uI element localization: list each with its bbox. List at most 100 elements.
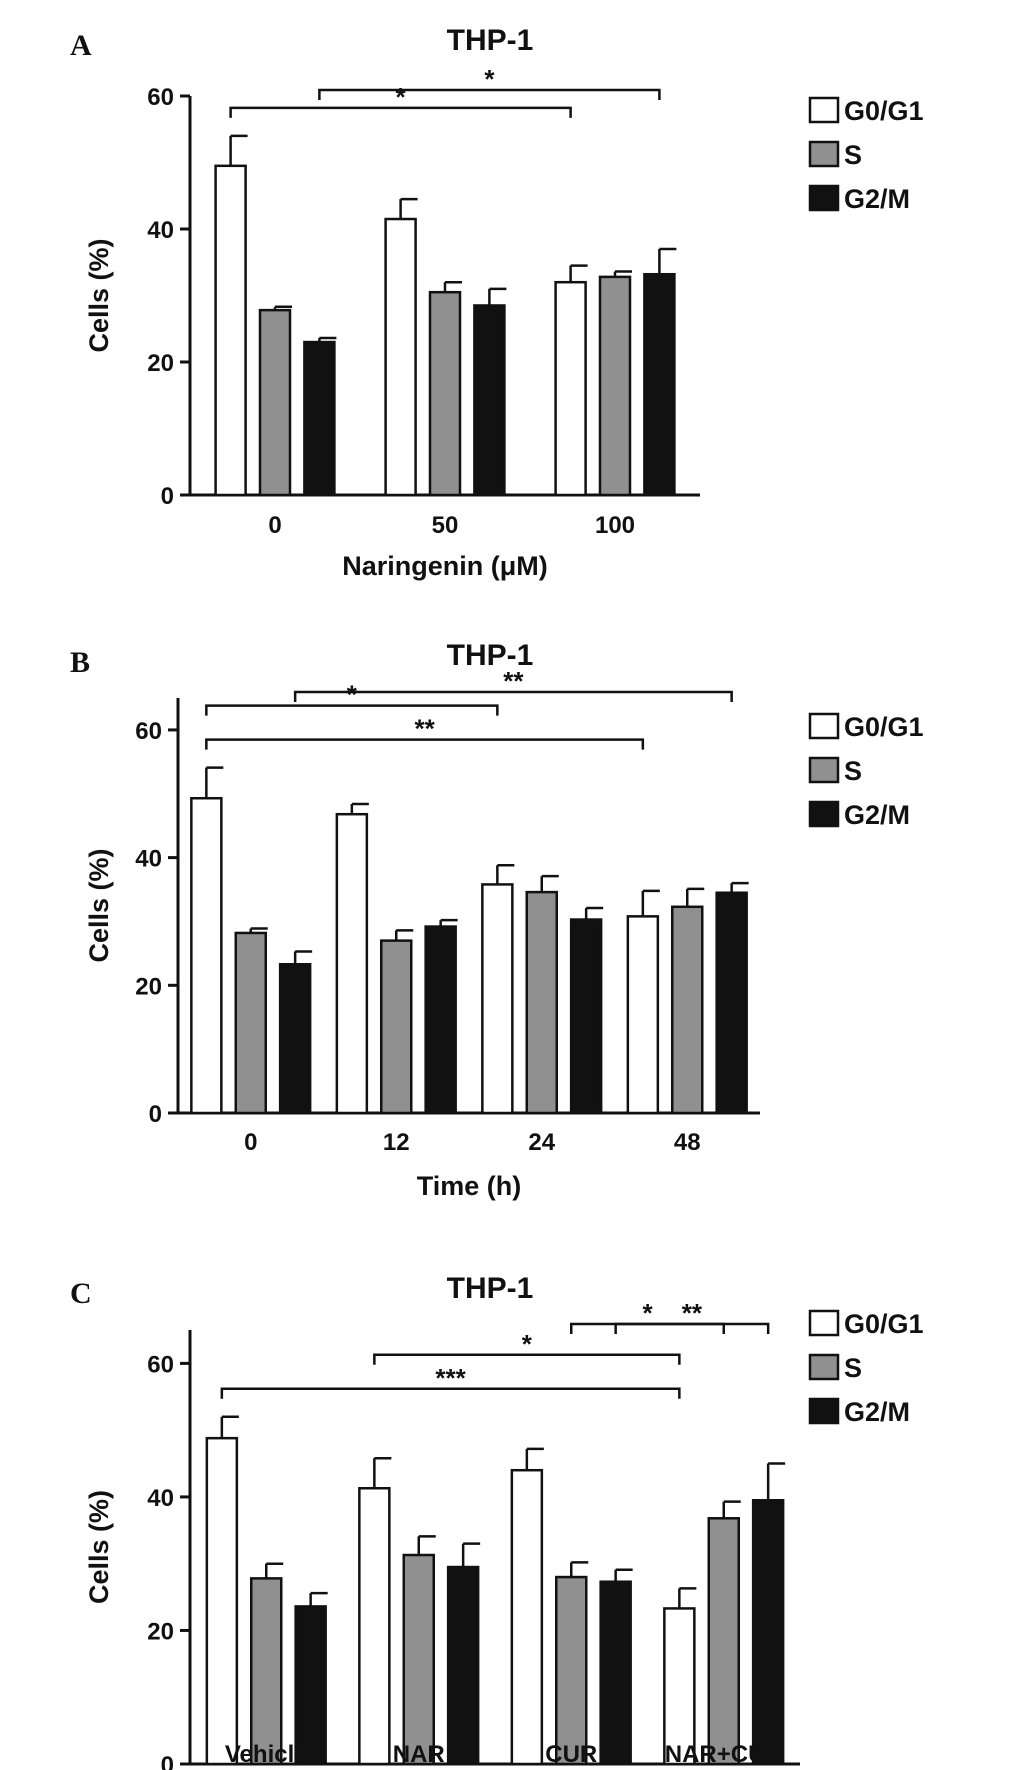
bar-g2m-1 bbox=[446, 1565, 480, 1766]
legend-label: G0/G1 bbox=[844, 96, 924, 126]
x-tick-label: 12 bbox=[383, 1129, 410, 1156]
bar-s-2 bbox=[555, 1575, 588, 1766]
chart-panel-A: A THP-1 0 20 40 60 Cells (%) 0 50 100 Naringenin (… bbox=[70, 24, 924, 581]
significance-bracket: * bbox=[373, 1329, 681, 1365]
x-tick-label: NAR+CUR bbox=[665, 1741, 783, 1768]
bar-g2m-0 bbox=[278, 962, 312, 1115]
significance-line bbox=[293, 690, 733, 702]
legend-swatch bbox=[808, 1309, 840, 1337]
legend-swatch bbox=[808, 1353, 840, 1381]
y-tick-label: 0 bbox=[161, 483, 174, 510]
legend: G0/G1 S G2/M bbox=[808, 1309, 924, 1427]
bar-g0g1-2 bbox=[481, 883, 514, 1115]
significance-bracket: ** bbox=[205, 714, 645, 750]
legend-label: S bbox=[844, 1353, 862, 1383]
significance-line bbox=[570, 1322, 725, 1334]
bar-g2m-0 bbox=[303, 340, 336, 497]
significance-label: * bbox=[484, 64, 495, 94]
y-axis-label: Cells (%) bbox=[84, 238, 114, 352]
chart-title: THP-1 bbox=[447, 1272, 534, 1305]
y-tick-label: 0 bbox=[161, 1752, 174, 1770]
bar-g0g1-1 bbox=[384, 217, 417, 497]
panel-label: A bbox=[70, 29, 92, 62]
legend-label: G2/M bbox=[844, 184, 910, 214]
bar-s-1 bbox=[428, 290, 462, 497]
chart-title: THP-1 bbox=[447, 639, 534, 672]
bar-s-0 bbox=[258, 308, 292, 497]
legend-swatch bbox=[808, 756, 840, 784]
legend-label: G2/M bbox=[844, 800, 910, 830]
significance-label: ** bbox=[414, 714, 435, 744]
x-tick-label: 48 bbox=[674, 1129, 701, 1156]
bar-g2m-2 bbox=[643, 272, 676, 497]
bar-g2m-1 bbox=[424, 925, 457, 1115]
significance-bracket: * bbox=[570, 1298, 725, 1334]
significance-label: ** bbox=[503, 666, 524, 696]
legend-swatch bbox=[808, 800, 840, 828]
bar-g0g1-3 bbox=[663, 1607, 696, 1766]
bar-g0g1-1 bbox=[335, 812, 369, 1115]
x-tick-label: NAR bbox=[393, 1741, 445, 1768]
y-tick-label: 20 bbox=[147, 1618, 174, 1645]
significance-line bbox=[205, 704, 499, 716]
bar-s-3 bbox=[707, 1517, 740, 1766]
y-axis-label: Cells (%) bbox=[84, 1490, 114, 1604]
legend-label: G0/G1 bbox=[844, 1309, 924, 1339]
x-axis-label: Time (h) bbox=[417, 1171, 522, 1201]
bar-s-3 bbox=[671, 905, 704, 1115]
y-tick-label: 0 bbox=[149, 1101, 162, 1128]
bar-g0g1-3 bbox=[626, 915, 660, 1115]
bar-g2m-3 bbox=[751, 1499, 785, 1766]
bar-s-2 bbox=[525, 890, 558, 1115]
bar-g0g1-2 bbox=[510, 1468, 544, 1766]
significance-label: * bbox=[347, 680, 358, 710]
legend: G0/G1 S G2/M bbox=[808, 96, 924, 214]
bar-g0g1-1 bbox=[358, 1486, 391, 1766]
legend: G0/G1 S G2/M bbox=[808, 712, 924, 830]
bar-s-2 bbox=[598, 275, 632, 497]
x-tick-label: Vehicle bbox=[225, 1741, 308, 1768]
legend-label: G2/M bbox=[844, 1397, 910, 1427]
significance-bracket: * bbox=[229, 82, 572, 118]
bar-g2m-0 bbox=[294, 1605, 327, 1766]
y-tick-label: 20 bbox=[147, 350, 174, 377]
panel-label: B bbox=[70, 646, 90, 679]
significance-line bbox=[220, 1387, 681, 1399]
bar-g2m-3 bbox=[715, 891, 748, 1115]
significance-label: * bbox=[522, 1329, 533, 1359]
bar-s-0 bbox=[234, 931, 267, 1115]
legend-swatch bbox=[808, 712, 840, 740]
significance-label: *** bbox=[435, 1363, 466, 1393]
x-axis-label: Naringenin (μM) bbox=[342, 551, 548, 581]
significance-label: * bbox=[642, 1298, 653, 1328]
legend-swatch bbox=[808, 184, 840, 212]
bar-g0g1-2 bbox=[554, 280, 587, 497]
x-tick-label: 0 bbox=[268, 512, 281, 539]
x-tick-label: CUR bbox=[545, 1741, 597, 1768]
x-tick-label: 50 bbox=[432, 512, 459, 539]
x-tick-label: 0 bbox=[244, 1129, 257, 1156]
y-tick-label: 60 bbox=[147, 84, 174, 111]
legend-label: S bbox=[844, 756, 862, 786]
legend-label: G0/G1 bbox=[844, 712, 924, 742]
legend-label: S bbox=[844, 140, 862, 170]
bar-s-0 bbox=[250, 1577, 283, 1766]
significance-line bbox=[229, 106, 572, 118]
significance-line bbox=[205, 738, 645, 750]
bar-g2m-1 bbox=[473, 304, 506, 497]
y-tick-label: 40 bbox=[147, 217, 174, 244]
bar-g0g1-0 bbox=[205, 1436, 239, 1766]
significance-bracket: ** bbox=[293, 666, 733, 702]
panel-label: C bbox=[70, 1277, 92, 1310]
y-tick-label: 40 bbox=[147, 1485, 174, 1512]
y-axis-label: Cells (%) bbox=[84, 848, 114, 962]
x-tick-label: 24 bbox=[528, 1129, 555, 1156]
significance-label: ** bbox=[682, 1298, 703, 1328]
significance-bracket: * bbox=[318, 64, 661, 100]
legend-swatch bbox=[808, 1397, 840, 1425]
chart-panel-C: C THP-1 0 20 40 60 Cells (%) Vehicle NAR CUR NAR+C… bbox=[70, 1272, 924, 1770]
bar-s-1 bbox=[402, 1553, 435, 1766]
y-tick-label: 40 bbox=[135, 846, 162, 873]
significance-line bbox=[318, 88, 661, 100]
